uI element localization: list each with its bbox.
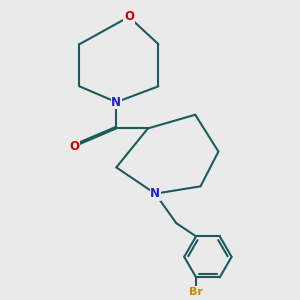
Text: O: O <box>69 140 79 153</box>
Text: N: N <box>111 96 121 109</box>
Text: O: O <box>124 10 134 23</box>
Text: N: N <box>150 187 160 200</box>
Text: Br: Br <box>189 286 203 297</box>
